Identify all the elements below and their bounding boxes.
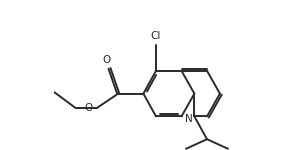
Text: N: N [185,114,192,124]
Text: O: O [103,55,111,65]
Text: Cl: Cl [151,31,161,41]
Text: O: O [84,103,93,113]
